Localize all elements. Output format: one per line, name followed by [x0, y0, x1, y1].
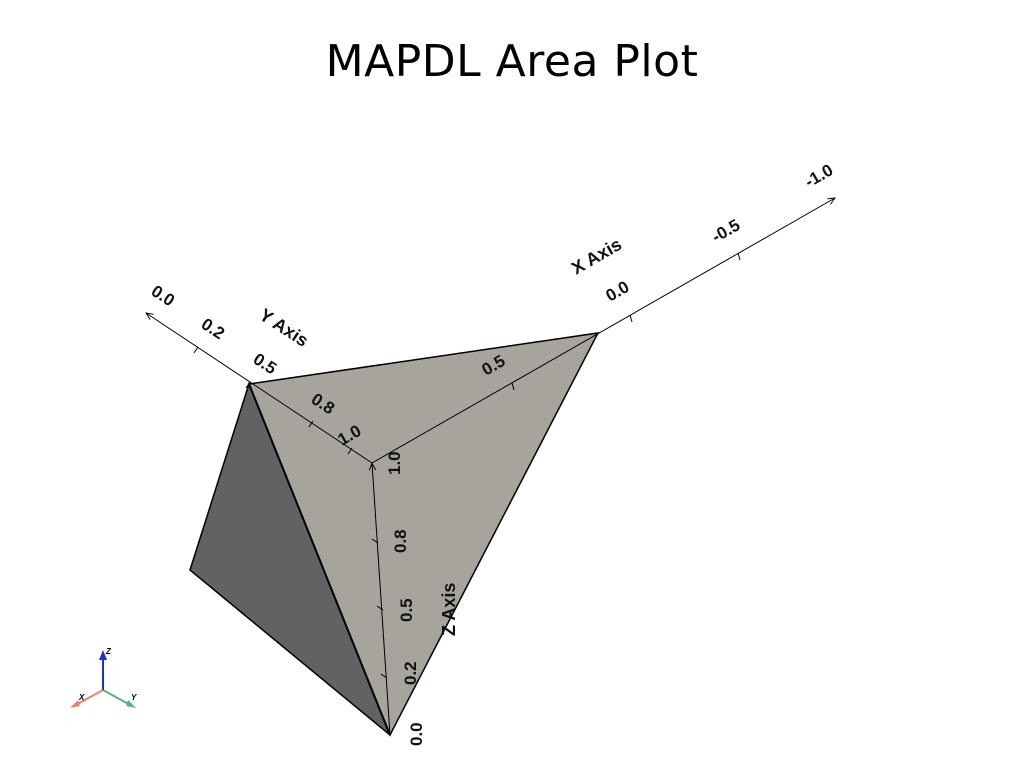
plot-title: MAPDL Area Plot	[325, 36, 699, 87]
x-axis-line	[371, 198, 835, 464]
triad-x-arrowhead	[70, 700, 80, 708]
z-axis-tick-label: 1.0	[385, 451, 404, 475]
y-axis-line	[146, 313, 373, 464]
z-axis-tick-label: 0.0	[407, 722, 426, 746]
y-axis-tick-label: 0.0	[148, 281, 178, 310]
z-axis-line	[372, 463, 391, 736]
z-axis-tick-label: 0.8	[391, 529, 410, 553]
y-axis-tick-mark	[193, 346, 353, 455]
area-edge	[248, 383, 391, 736]
triad-z-arrowhead	[99, 650, 107, 660]
x-axis-tick-label: -0.5	[709, 215, 744, 246]
z-axis-title: Z Axis	[439, 583, 459, 636]
orientation-triad[interactable]: X Y Z	[70, 647, 137, 708]
triad-y-arrowhead	[126, 700, 136, 708]
z-axis-tick-label: 0.2	[401, 661, 420, 685]
triad-z-label: Z	[105, 647, 112, 656]
x-axis-title: X Axis	[568, 234, 625, 279]
y-axis-title: Y Axis	[256, 305, 312, 351]
z-axis-tick-label: 0.5	[397, 598, 416, 622]
x-axis-tick-mark	[511, 252, 741, 391]
triad-x-label: X	[78, 693, 85, 702]
triad-y-label: Y	[131, 693, 137, 702]
y-axis-tick-label: 0.2	[198, 314, 228, 343]
z-axis-tick-mark	[371, 538, 388, 679]
x-axis-tick-label: 0.0	[603, 277, 633, 305]
x-axis-tick-label: -1.0	[802, 160, 837, 191]
y-axis-tick-label: 0.5	[250, 349, 280, 378]
